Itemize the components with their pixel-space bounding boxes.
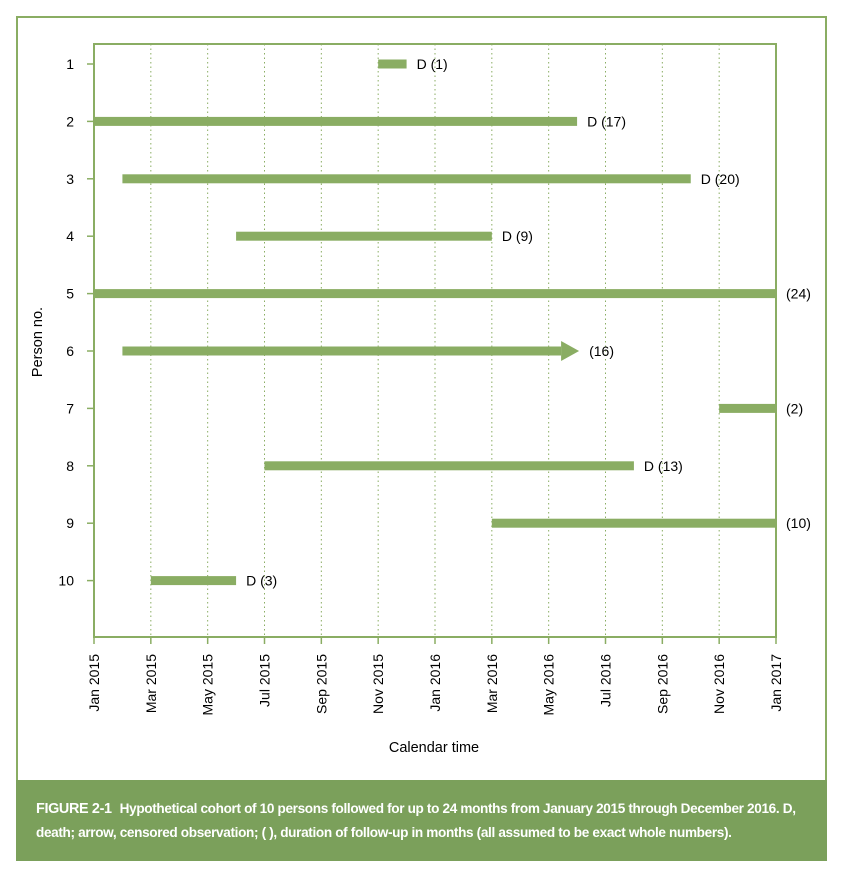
x-tick-label: Jan 2015 — [86, 654, 102, 712]
x-tick-label: May 2016 — [541, 654, 557, 716]
figure-caption: FIGURE 2-1 Hypothetical cohort of 10 pers… — [16, 780, 827, 861]
follow-up-bar — [94, 289, 776, 299]
bars-layer — [94, 59, 776, 586]
follow-up-bar — [122, 174, 691, 184]
follow-up-bar — [236, 231, 492, 241]
y-tick-label: 3 — [66, 171, 74, 187]
y-tick-label: 7 — [66, 400, 74, 416]
x-tick-label: Nov 2015 — [370, 654, 386, 714]
outcome-label: D (9) — [502, 228, 533, 244]
x-tick-label: Mar 2015 — [143, 654, 159, 713]
y-tick-label: 2 — [66, 113, 74, 129]
x-tick-label: Sep 2015 — [313, 654, 329, 714]
x-tick-label: Mar 2016 — [484, 654, 500, 713]
follow-up-bar — [491, 518, 776, 528]
outcome-label: (24) — [786, 286, 811, 302]
outcome-label: D (20) — [701, 171, 740, 187]
cohort-chart: Jan 2015 Mar 2015 May 2015 Jul 2015 Sep 2015… — [30, 43, 811, 756]
x-tick-label: Sep 2016 — [654, 654, 670, 714]
x-tick-label: Jul 2016 — [598, 654, 614, 707]
y-tick-label: 8 — [66, 458, 74, 474]
y-tick-label: 9 — [66, 515, 74, 531]
figure-label: FIGURE 2-1 — [36, 801, 112, 817]
follow-up-bar — [122, 346, 562, 356]
figure-caption-text: Hypothetical cohort of 10 persons follow… — [36, 801, 796, 840]
outcome-label: D (1) — [417, 56, 448, 72]
x-axis-title: Calendar time — [389, 740, 479, 756]
y-tick-label: 4 — [66, 228, 74, 244]
follow-up-bar — [150, 576, 237, 586]
y-tick-label: 1 — [66, 56, 74, 72]
follow-up-bar — [719, 403, 776, 413]
grid-layer — [150, 44, 720, 637]
labels-layer: D (1) D (17) D (20) D (9) (24) (16) (2) D (13) (… — [246, 56, 811, 589]
follow-up-bar — [94, 116, 578, 126]
x-tick-label: Nov 2016 — [711, 654, 727, 714]
outcome-label: (2) — [786, 400, 803, 416]
outcome-label: (10) — [786, 515, 811, 531]
x-tick-label: Jan 2016 — [427, 654, 443, 712]
x-tick-label: May 2015 — [200, 654, 216, 716]
outcome-label: D (3) — [246, 573, 277, 589]
y-tick-label: 10 — [58, 573, 74, 589]
outcome-label: D (13) — [644, 458, 683, 474]
x-tick-label: Jul 2015 — [257, 654, 273, 707]
y-tick-label: 6 — [66, 343, 74, 359]
y-tick-label: 5 — [66, 286, 74, 302]
y-axis-title: Person no. — [30, 307, 46, 377]
follow-up-bar — [264, 461, 634, 471]
ticks-layer: Jan 2015 Mar 2015 May 2015 Jul 2015 Sep 2015… — [58, 56, 784, 715]
outcome-label: D (17) — [587, 113, 626, 129]
censored-arrowhead — [561, 341, 580, 361]
x-tick-label: Jan 2017 — [768, 654, 784, 712]
follow-up-bar — [378, 59, 407, 69]
outcome-label: (16) — [589, 343, 614, 359]
